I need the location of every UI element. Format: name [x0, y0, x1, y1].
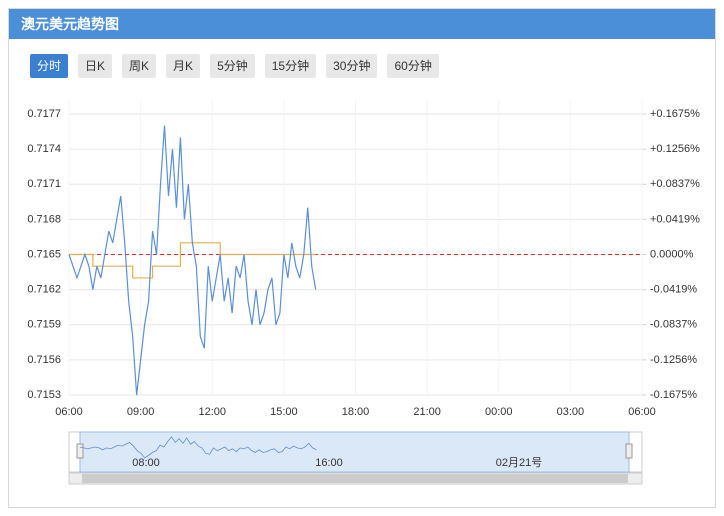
- y-tick-label: 0.7162: [27, 284, 61, 296]
- y2-tick-label: -0.0419%: [650, 284, 697, 296]
- navigator-line: [79, 436, 317, 459]
- tab[interactable]: 分时: [30, 54, 69, 78]
- price-line: [68, 125, 317, 396]
- x-tick-label: 03:00: [557, 406, 585, 418]
- y-tick-label: 0.7171: [27, 178, 61, 190]
- tab[interactable]: 15分钟: [264, 54, 317, 78]
- x-tick-label: 15:00: [270, 406, 298, 418]
- tab[interactable]: 60分钟: [387, 54, 439, 78]
- x-tick-label: 18:00: [342, 406, 370, 418]
- y-tick-label: 0.7156: [27, 354, 61, 366]
- y2-tick-label: +0.1256%: [650, 143, 700, 155]
- y-tick-label: 0.7165: [27, 248, 61, 260]
- tab[interactable]: 30分钟: [326, 54, 378, 78]
- tab[interactable]: 日K: [78, 54, 113, 78]
- x-tick-label: 00:00: [485, 406, 513, 418]
- navigator-handle[interactable]: [625, 443, 633, 459]
- y2-tick-label: +0.0837%: [650, 178, 700, 190]
- y2-tick-label: +0.0419%: [650, 213, 700, 225]
- panel: 澳元美元趋势图 分时 日K 周K 月K 5分钟 15分钟 30分钟 60分钟: [8, 8, 716, 508]
- y2-tick-label: 0.0000%: [650, 248, 694, 260]
- y2-tick-label: -0.1675%: [650, 389, 697, 401]
- average-line: [69, 242, 316, 279]
- tab[interactable]: 月K: [166, 54, 201, 78]
- navigator-label: 02月21号: [496, 456, 542, 469]
- navigator-label: 16:00: [315, 457, 343, 469]
- y-tick-label: 0.7159: [27, 319, 61, 331]
- x-tick-label: 09:00: [127, 406, 155, 418]
- y2-tick-label: -0.0837%: [650, 319, 697, 331]
- scrollbar-thumb[interactable]: [82, 474, 628, 483]
- x-tick-label: 12:00: [198, 406, 226, 418]
- x-tick-label: 21:00: [413, 406, 441, 418]
- header-title: 澳元美元趋势图: [9, 9, 715, 39]
- y-tick-label: 0.7168: [27, 213, 61, 225]
- y-tick-label: 0.7153: [27, 389, 61, 401]
- tab[interactable]: 周K: [122, 54, 157, 78]
- navigator-window[interactable]: [79, 431, 630, 473]
- navigator-handle[interactable]: [76, 443, 84, 459]
- navigator-label: 08:00: [132, 457, 160, 469]
- tab-bar: 分时 日K 周K 月K 5分钟 15分钟 30分钟 60分钟: [30, 54, 439, 78]
- tab[interactable]: 5分钟: [210, 54, 255, 78]
- y2-tick-label: -0.1256%: [650, 354, 697, 366]
- y-tick-label: 0.7174: [27, 143, 61, 155]
- x-tick-label: 06:00: [55, 406, 83, 418]
- x-tick-label: 06:00: [628, 406, 656, 418]
- y2-tick-label: +0.1675%: [650, 108, 700, 120]
- y-tick-label: 0.7177: [27, 108, 61, 120]
